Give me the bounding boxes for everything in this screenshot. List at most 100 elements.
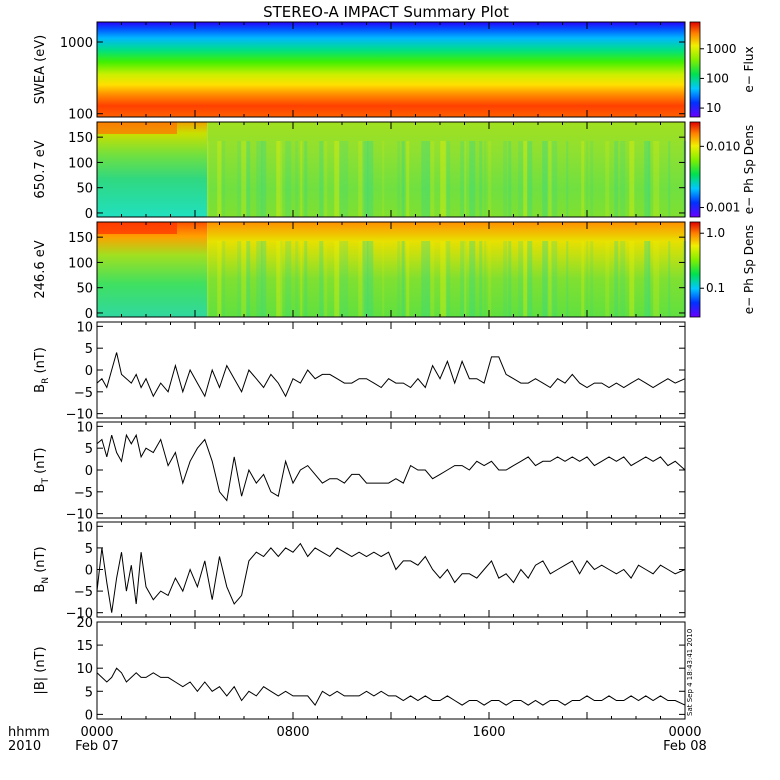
heatmap-streak	[542, 241, 549, 317]
y-tick-label: 1000	[60, 36, 93, 51]
y-axis-label: 650.7 eV	[33, 140, 48, 198]
heatmap-streak	[300, 241, 303, 317]
colorbar-tick-label: 0.001	[706, 201, 740, 215]
heatmap-streak	[276, 241, 283, 317]
heatmap-streak	[324, 241, 328, 317]
y-tick-label: 10	[76, 662, 93, 677]
heatmap-streak	[324, 141, 328, 217]
panel-bn: −10 −5 0 5 10 BN (nT)	[33, 520, 686, 622]
y-tick-label: −5	[74, 585, 93, 600]
panel-swea: 10 100 1000 e− Flux 100 1000 SWEA (eV)	[33, 21, 756, 123]
y-axis-label: SWEA (eV)	[33, 35, 48, 104]
heatmap-streak	[397, 241, 401, 317]
colorbar	[689, 221, 701, 318]
colorbar-tick-label: 0.1	[706, 281, 725, 295]
heatmap-streak	[648, 141, 651, 217]
heatmap-streak	[425, 141, 431, 217]
time-corner-top: hhmm	[8, 725, 50, 740]
heatmap-streak	[464, 141, 467, 217]
heatmap-fill-left	[97, 122, 208, 217]
panel-bt: −10 −5 0 5 10 BT (nT)	[33, 420, 686, 523]
panel-br: −10 −5 0 5 10 BR (nT)	[33, 320, 686, 423]
heatmap-streak	[566, 141, 569, 217]
y-tick-label: −5	[74, 486, 93, 501]
y-axis-label-unit: (nT)	[33, 448, 48, 478]
panel-pad246: 0.1 1.0 e− Ph Sp Dens 0 50 100 150 246.6 eV	[33, 221, 756, 322]
heatmap-streak	[547, 241, 553, 317]
timestamp-stamp: Sat Sep 4 18:43:41 2010	[686, 629, 694, 716]
heatmap-streak	[464, 241, 467, 317]
y-tick-label: −10	[66, 508, 93, 523]
heatmap-streak	[668, 141, 671, 217]
heatmap-streak	[460, 141, 467, 217]
heatmap-streak	[406, 241, 410, 317]
colorbar-tick-label: 1.0	[706, 226, 725, 240]
y-axis-label-main: B	[33, 584, 48, 593]
colorbar-tick-label: 100	[706, 71, 729, 85]
y-axis-label-main: B	[33, 384, 48, 393]
heatmap-streak	[285, 241, 292, 317]
heatmap-streak	[479, 241, 483, 317]
y-tick-label: 0	[85, 307, 93, 322]
y-tick-label: 5	[85, 442, 93, 457]
heatmap-streak	[581, 141, 585, 217]
heatmap-streak	[527, 241, 533, 317]
y-tick-label: 15	[76, 639, 93, 654]
heatmap-streak	[222, 241, 226, 317]
heatmap-streak	[280, 241, 283, 317]
heatmap-streak	[358, 241, 365, 317]
y-tick-label: 5	[85, 542, 93, 557]
heatmap-streak	[488, 241, 492, 317]
heatmap-fill-right	[207, 222, 685, 317]
heatmap-streak	[217, 241, 222, 317]
heatmap-streak	[319, 141, 324, 217]
y-tick-label: 10	[76, 320, 93, 335]
heatmap-streak	[207, 141, 210, 217]
heatmap-streak	[445, 141, 451, 217]
heatmap-streak	[581, 241, 585, 317]
heatmap-streak	[367, 241, 374, 317]
series-line	[96, 433, 686, 502]
panel-frame	[96, 621, 686, 720]
heatmap-streak	[246, 241, 251, 317]
heatmap-streak	[339, 141, 344, 217]
time-tick-label: 0000	[80, 725, 113, 740]
time-tick-date: Feb 07	[75, 739, 119, 754]
heatmap-streak	[620, 241, 626, 317]
colorbar	[689, 21, 701, 118]
heatmap-streak	[590, 241, 594, 317]
heatmap-streak	[469, 141, 476, 217]
heatmap-streak	[547, 141, 553, 217]
heatmap-streak	[363, 141, 369, 217]
heatmap-streak	[304, 141, 308, 217]
y-tick-label: 150	[68, 131, 93, 146]
time-tick-label: 0000	[668, 725, 701, 740]
series-line	[96, 542, 686, 613]
heatmap-streak	[527, 141, 533, 217]
y-tick-label: 5	[85, 342, 93, 357]
heatmap-streak	[566, 241, 569, 317]
y-axis-label-unit: (nT)	[33, 546, 48, 576]
heatmap-streak	[217, 141, 222, 217]
panel-bmag: 0 5 10 15 20 |B| (nT)	[33, 616, 686, 723]
time-corner-bottom: 2010	[8, 739, 41, 754]
heatmap-streak	[586, 241, 589, 317]
y-axis-label: 246.6 eV	[33, 240, 48, 298]
heatmap-streak	[469, 241, 476, 317]
y-tick-label: 10	[76, 520, 93, 535]
heatmap-streak	[425, 241, 431, 317]
heatmap-streak	[397, 141, 401, 217]
heatmap-streak	[484, 241, 487, 317]
heatmap-hot-spot	[97, 222, 177, 234]
y-axis-label-main: B	[33, 484, 48, 493]
heatmap-streak	[488, 141, 492, 217]
heatmap-streak	[402, 241, 405, 317]
heatmap-streak	[358, 141, 365, 217]
heatmap-streak	[401, 141, 406, 217]
heatmap-streak	[276, 141, 283, 217]
y-axis-label: BR (nT)	[33, 347, 51, 393]
colorbar-label: e− Flux	[742, 46, 756, 92]
heatmap-streak	[401, 241, 406, 317]
